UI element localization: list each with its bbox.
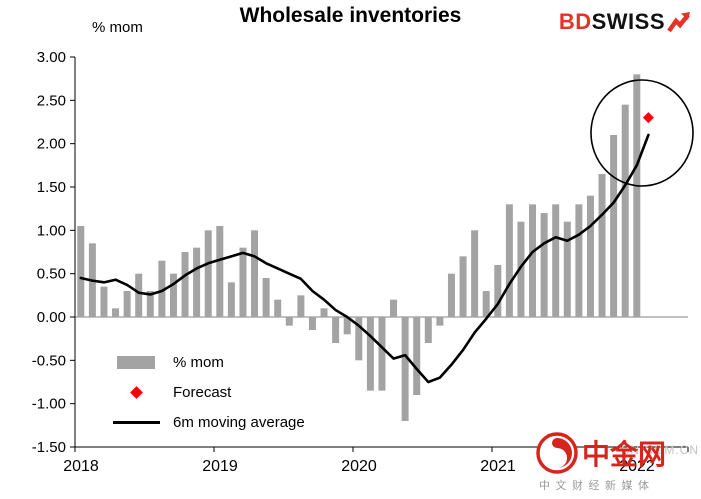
- bar: [285, 317, 293, 326]
- bar: [575, 204, 583, 317]
- bar: [297, 295, 305, 317]
- y-tick-label: 1.50: [37, 179, 66, 196]
- bar: [274, 299, 282, 317]
- forecast-diamond: [642, 112, 654, 124]
- bar-swatch: [117, 355, 155, 369]
- bar: [158, 260, 166, 317]
- bar: [598, 174, 606, 317]
- bar: [563, 221, 571, 317]
- y-tick-label: 2.00: [37, 136, 66, 153]
- bar: [540, 213, 548, 317]
- bar: [378, 317, 386, 391]
- watermark-brand: 中金网: [582, 439, 667, 470]
- bar: [332, 317, 340, 343]
- legend-item-ma: 6m moving average: [111, 411, 305, 433]
- logo-arrow-head: [681, 11, 690, 20]
- bar: [633, 74, 641, 317]
- bar: [586, 195, 594, 317]
- bar: [227, 282, 235, 317]
- legend: % mom Forecast 6m moving average: [111, 351, 305, 441]
- bar: [610, 135, 618, 317]
- y-tick-label: 0.50: [37, 266, 66, 283]
- y-tick-label: 3.00: [37, 49, 66, 66]
- y-tick-label: 0.00: [37, 309, 66, 326]
- y-tick-label: -1.00: [32, 396, 66, 413]
- bar: [390, 299, 398, 317]
- chart-title: Wholesale inventories: [239, 4, 462, 27]
- bar: [494, 265, 502, 317]
- moving-average-line: [79, 133, 650, 384]
- y-tick-label: -1.50: [32, 439, 66, 456]
- bar: [308, 317, 316, 330]
- y-tick-label: -0.50: [32, 352, 66, 369]
- x-tick-label: 2022: [619, 458, 655, 475]
- bar: [552, 204, 560, 317]
- bar: [413, 317, 421, 395]
- cngold-logo-icon: [536, 432, 578, 474]
- bar: [146, 291, 154, 317]
- bar: [529, 204, 537, 317]
- watermark-tagline: 中文财经新媒体: [539, 480, 655, 492]
- annotation-circle: [590, 79, 694, 187]
- logo-arrow-path: [667, 13, 690, 32]
- bar: [482, 291, 490, 317]
- logo-text-bd: BD: [558, 9, 592, 34]
- bar: [621, 104, 629, 318]
- watermark-domain: CN.COM.CN: [620, 443, 699, 457]
- bar: [193, 247, 201, 317]
- y-tick-label: 2.50: [37, 92, 66, 109]
- bar: [517, 221, 525, 317]
- bar: [343, 317, 351, 335]
- bar: [262, 278, 270, 317]
- bar: [181, 252, 189, 317]
- logo-text-swiss: SWISS: [591, 9, 665, 34]
- legend-label-ma: 6m moving average: [173, 413, 305, 431]
- bar: [169, 273, 177, 317]
- bar: [366, 317, 374, 391]
- x-tick-label: 2019: [202, 458, 238, 475]
- x-tick-label: 2020: [341, 458, 377, 475]
- bar: [204, 230, 212, 317]
- bar: [447, 273, 455, 317]
- bar: [355, 317, 363, 361]
- legend-item-forecast: Forecast: [111, 381, 305, 403]
- bdswiss-logo: BD SWISS: [559, 9, 691, 35]
- y-tick-label: 1.00: [37, 222, 66, 239]
- legend-label-bars: % mom: [173, 353, 224, 371]
- bar: [471, 230, 479, 317]
- x-tick-label: 2018: [63, 458, 99, 475]
- cngold-logo-swirl: [552, 438, 572, 468]
- bar: [123, 291, 131, 317]
- bar: [112, 308, 120, 317]
- bar: [459, 256, 467, 317]
- cngold-watermark: CN.COM.CN 中金网 中文财经新媒体: [535, 431, 699, 493]
- bar: [216, 226, 224, 317]
- bar: [320, 308, 328, 317]
- y-axis-unit-label: % mom: [92, 19, 143, 36]
- ma-swatch: [112, 420, 160, 424]
- bar: [135, 273, 143, 317]
- legend-label-forecast: Forecast: [173, 383, 232, 401]
- x-tick-label: 2021: [480, 458, 516, 475]
- bar: [77, 226, 85, 317]
- bar: [436, 317, 444, 326]
- bar: [251, 230, 259, 317]
- legend-item-bars: % mom: [111, 351, 305, 373]
- forecast-swatch: [129, 385, 143, 399]
- bar: [424, 317, 432, 343]
- bar: [239, 247, 247, 317]
- bar: [100, 286, 108, 317]
- bar: [505, 204, 513, 317]
- bar: [401, 317, 409, 421]
- logo-arrow-icon: [667, 11, 690, 32]
